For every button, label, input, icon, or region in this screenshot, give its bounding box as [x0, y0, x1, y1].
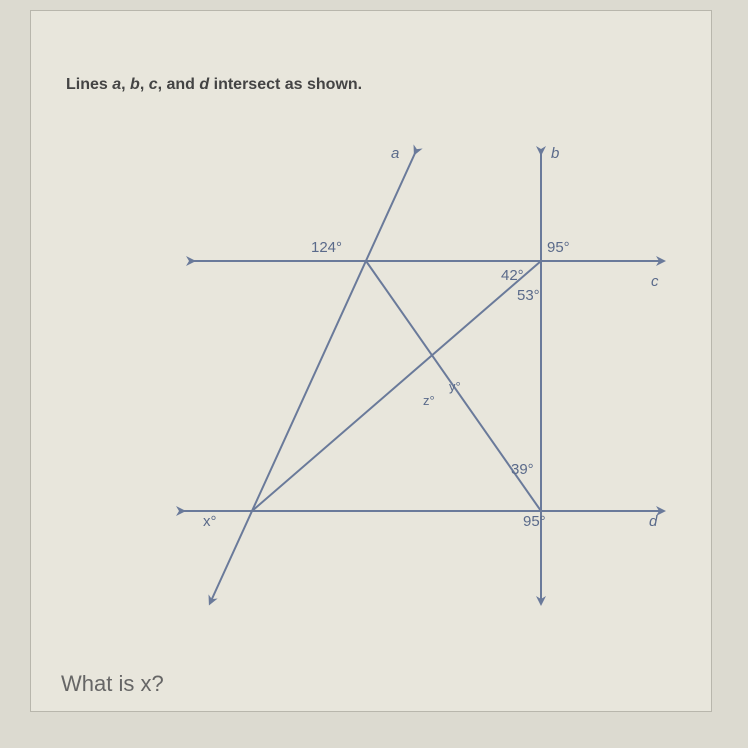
- prompt-d: d: [199, 76, 209, 93]
- label-b: b: [551, 145, 559, 162]
- prompt-a: a: [112, 76, 121, 93]
- diagram-svg: [131, 131, 691, 631]
- line-a: [211, 151, 416, 601]
- angle-124: 124°: [311, 239, 342, 256]
- label-d: d: [649, 513, 657, 530]
- prompt-b: b: [130, 76, 140, 93]
- paper-page: Lines a, b, c, and d intersect as shown.: [30, 10, 712, 712]
- angle-z: z°: [423, 393, 435, 408]
- angle-95-top: 95°: [547, 239, 570, 256]
- angle-y: y°: [449, 379, 461, 394]
- angle-42: 42°: [501, 267, 524, 284]
- angle-39: 39°: [511, 461, 534, 478]
- question-text: What is x?: [61, 671, 164, 697]
- label-c: c: [651, 273, 659, 290]
- prompt-line: Lines a, b, c, and d intersect as shown.: [66, 76, 362, 94]
- geometry-diagram: a b c d 124° 95° 42° 53° z° y° 39° 95° x…: [131, 131, 691, 631]
- prompt-sep2: ,: [140, 76, 149, 93]
- label-a: a: [391, 145, 399, 162]
- prompt-c: c: [149, 76, 158, 93]
- prompt-sep3: , and: [158, 76, 200, 93]
- prompt-prefix: Lines: [66, 76, 112, 93]
- diagonal-1: [252, 261, 541, 511]
- angle-53: 53°: [517, 287, 540, 304]
- angle-x: x°: [203, 513, 217, 530]
- prompt-suffix: intersect as shown.: [209, 76, 362, 93]
- angle-95-bottom: 95°: [523, 513, 546, 530]
- prompt-sep1: ,: [121, 76, 130, 93]
